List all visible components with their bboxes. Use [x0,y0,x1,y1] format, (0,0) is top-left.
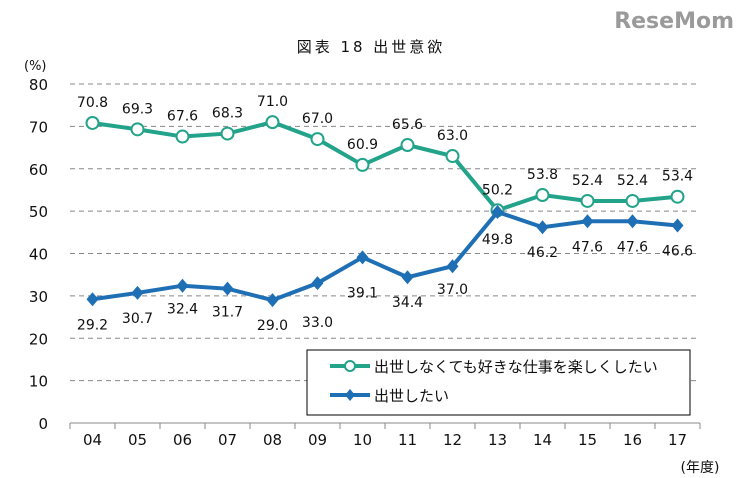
data-label: 52.4 [617,173,648,189]
series-line [92,209,678,303]
data-point [401,270,414,285]
data-point [581,214,594,229]
data-label: 50.2 [482,182,513,198]
data-label: 71.0 [257,94,288,110]
x-tick-label: 05 [128,431,147,449]
data-label: 47.6 [617,239,648,255]
x-tick-label: 12 [443,431,462,449]
y-tick-label: 10 [29,373,48,391]
data-point [445,149,460,164]
y-tick-label: 60 [29,161,48,179]
data-point [625,193,640,208]
data-label: 60.9 [347,137,378,153]
data-label: 37.0 [437,282,468,298]
x-tick-label: 13 [488,431,507,449]
data-point [266,293,279,308]
series-line [92,120,678,213]
data-point [491,204,504,219]
data-label: 46.2 [527,245,558,261]
chart-title: 図表 18 出世意欲 [297,38,446,56]
x-tick-label: 14 [533,431,552,449]
data-label: 69.3 [122,101,153,117]
data-point [580,193,595,208]
data-point [220,126,235,141]
data-label: 53.8 [527,167,558,183]
x-tick-label: 15 [578,431,597,449]
data-point [355,157,370,172]
data-label: 32.4 [167,302,198,318]
data-label: 39.1 [347,285,378,301]
data-label: 31.7 [212,305,243,321]
x-tick-label: 07 [218,431,237,449]
y-axis-label: (%) [24,59,47,74]
data-label: 34.4 [392,295,423,311]
data-point [86,292,99,307]
x-tick-label: 11 [398,431,417,449]
data-point [670,189,685,204]
data-point [130,122,145,137]
data-label: 46.6 [662,244,693,260]
x-tick-label: 06 [173,431,192,449]
data-point [671,218,684,233]
data-point [310,132,325,147]
data-label: 68.3 [212,106,243,122]
data-point [311,276,324,291]
data-point [400,138,415,153]
watermark-logo: ReseMom [614,9,734,34]
data-point [446,259,459,274]
y-tick-label: 70 [29,118,48,136]
y-tick-label: 50 [29,203,48,221]
data-label: 33.0 [302,315,333,331]
x-axis-label: (年度) [681,460,720,476]
y-tick-label: 20 [29,330,48,348]
x-tick-label: 10 [353,431,372,449]
y-tick-label: 30 [29,288,48,306]
data-label: 53.4 [662,169,693,185]
data-point [131,285,144,300]
data-label: 63.0 [437,128,468,144]
legend-marker [345,389,355,401]
data-point [175,129,190,144]
data-label: 29.0 [257,318,288,334]
y-tick-label: 40 [29,246,48,264]
data-label: 47.6 [572,239,603,255]
legend-label: 出世しなくても好きな仕事を楽しくしたい [374,358,658,376]
x-tick-label: 08 [263,431,282,449]
legend-marker [344,360,356,372]
data-point [85,115,100,130]
data-label: 67.6 [167,109,198,125]
data-point [265,115,280,130]
data-label: 52.4 [572,173,603,189]
data-point [221,281,234,296]
data-point [536,220,549,235]
data-point [356,250,369,265]
x-tick-label: 16 [623,431,642,449]
data-label: 65.6 [392,117,423,133]
y-tick-label: 80 [29,76,48,94]
data-label: 29.2 [77,317,108,333]
data-label: 49.8 [482,232,513,248]
data-point [176,278,189,293]
x-tick-label: 04 [83,431,102,449]
legend-box [306,349,691,416]
data-label: 30.7 [122,311,153,327]
data-label: 70.8 [77,95,108,111]
y-tick-label: 0 [38,415,48,433]
data-label: 67.0 [302,111,333,127]
data-point [626,214,639,229]
data-point [535,188,550,203]
x-tick-label: 17 [668,431,687,449]
legend-label: 出世したい [374,387,449,405]
x-tick-label: 09 [308,431,327,449]
